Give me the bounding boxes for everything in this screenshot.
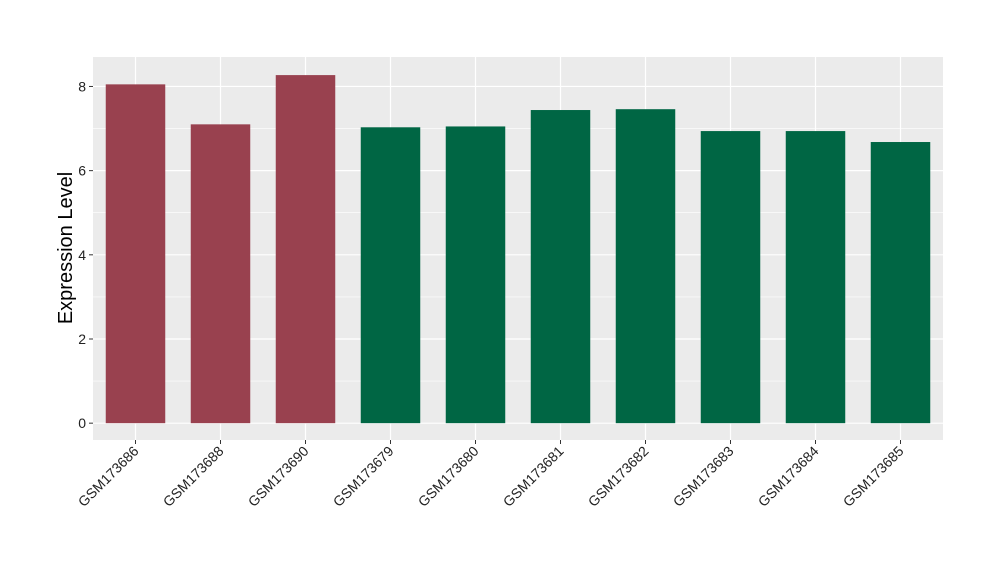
bar-GSM173688 xyxy=(190,124,251,424)
y-tick-label: 6 xyxy=(78,163,86,179)
x-tick-label: GSM173685 xyxy=(840,443,907,510)
x-tick-label: GSM173690 xyxy=(245,443,312,510)
bar-GSM173681 xyxy=(530,110,591,424)
y-tick-label: 4 xyxy=(78,247,86,263)
y-tick-label: 0 xyxy=(78,415,86,431)
x-tick-label: GSM173682 xyxy=(585,443,652,510)
x-tick-label: GSM173688 xyxy=(160,443,227,510)
x-tick-label: GSM173686 xyxy=(75,443,142,510)
y-axis-title: Expression Level xyxy=(55,172,77,324)
bar-GSM173685 xyxy=(870,142,931,424)
bar-GSM173684 xyxy=(785,131,846,424)
y-tick-label: 2 xyxy=(78,331,86,347)
y-axis: 0 2 4 6 8 xyxy=(78,78,93,431)
x-tick-label: GSM173680 xyxy=(415,443,482,510)
x-tick-label: GSM173681 xyxy=(500,443,567,510)
bars xyxy=(105,75,931,424)
x-tick-label: GSM173679 xyxy=(330,443,397,510)
x-tick-label: GSM173683 xyxy=(670,443,737,510)
x-axis: GSM173686 GSM173688 GSM173690 GSM173679 GSM1… xyxy=(75,440,907,510)
bar-GSM173680 xyxy=(445,126,506,424)
bar-GSM173682 xyxy=(615,109,676,424)
bar-GSM173683 xyxy=(700,131,761,424)
y-tick-label: 8 xyxy=(78,78,86,94)
x-tick-label: GSM173684 xyxy=(755,443,822,510)
bar-GSM173686 xyxy=(105,84,166,424)
bar-GSM173690 xyxy=(275,75,336,424)
bar-GSM173679 xyxy=(360,127,421,424)
